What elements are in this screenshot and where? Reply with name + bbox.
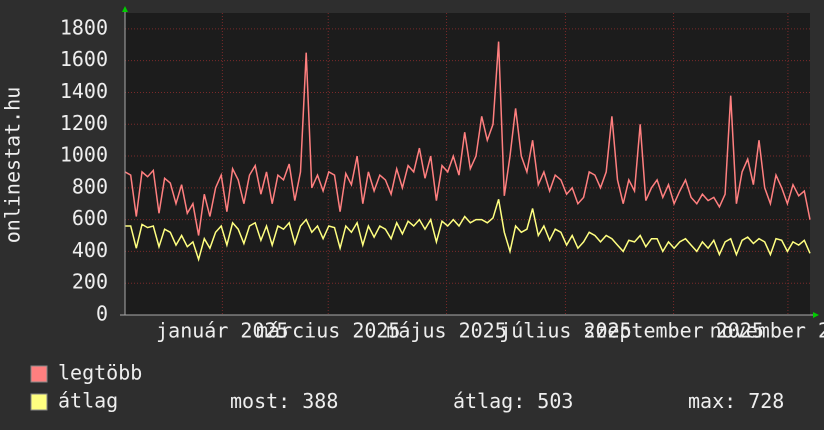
legend-swatch [30,365,48,383]
axis-arrow [122,6,128,12]
stat-value: 388 [302,389,338,413]
y-tick-label: 0 [96,302,108,326]
y-tick-label: 600 [72,206,108,230]
y-tick-label: 200 [72,270,108,294]
x-tick-label: május 2025 [386,319,506,343]
y-tick-label: 400 [72,238,108,262]
y-tick-label: 1800 [60,15,108,39]
axis-arrow [813,312,819,318]
y-tick-label: 1600 [60,47,108,71]
stat-label: max: [688,389,736,413]
stat: max: 728 [688,389,784,413]
plot-area [125,13,810,315]
y-tick-label: 1200 [60,111,108,135]
series-line [125,199,811,263]
y-axis-label: onlinestat.hu [1,87,25,244]
x-tick-label: július 2025 [499,319,631,343]
y-tick-label: 1000 [60,143,108,167]
x-tick-label: november 2025 [710,319,824,343]
series-line [124,41,811,236]
stat-value: 503 [537,389,573,413]
stat-label: most: [230,389,290,413]
x-tick-label: szeptember 2025 [583,319,764,343]
stat: most: 388 [230,389,338,413]
legend-label: átlag [58,389,118,413]
stat: átlag: 503 [453,389,573,413]
y-tick-label: 800 [72,174,108,198]
legend-swatch [30,393,48,411]
stat-label: átlag: [453,389,525,413]
y-tick-label: 1400 [60,79,108,103]
x-tick-label: március 2025 [256,319,401,343]
x-tick-label: január 2025 [156,319,288,343]
stat-value: 728 [748,389,784,413]
legend-label: legtöbb [58,361,142,385]
